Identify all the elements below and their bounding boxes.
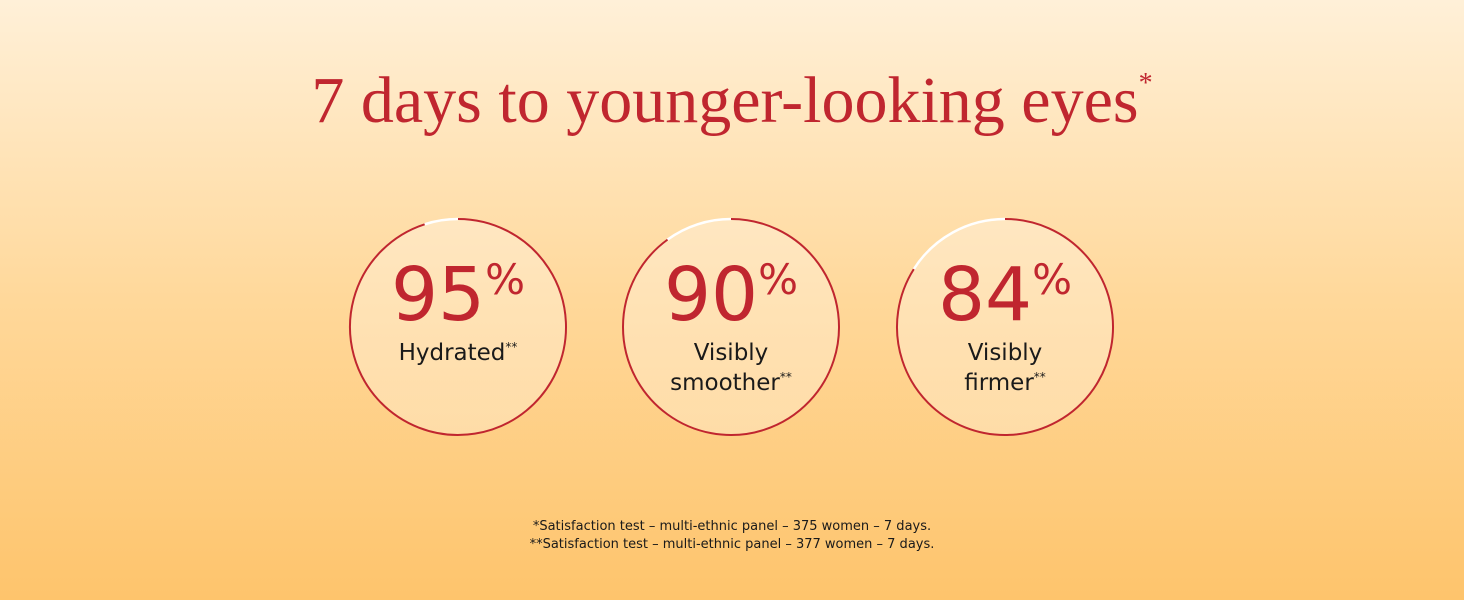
stat-label: Visibly: [968, 340, 1043, 366]
stat-value: 95%: [391, 252, 525, 338]
footnote: **Satisfaction test – multi-ethnic panel…: [530, 537, 935, 552]
ring-fill: [623, 219, 839, 435]
stat-note: **: [780, 370, 792, 384]
stat-value: 90%: [664, 252, 798, 338]
ring-arc: [349, 218, 567, 436]
ring-remainder: [424, 217, 459, 226]
stat-number: 90: [664, 252, 758, 338]
title: 7 days to younger-looking eyes*: [311, 64, 1152, 137]
stat-value: 84%: [938, 252, 1072, 338]
stat-label: Visibly: [694, 340, 769, 366]
stat-label-text: firmer: [964, 370, 1034, 396]
ring-remainder: [666, 217, 731, 241]
stat-number: 95: [391, 252, 485, 338]
ring-fill: [897, 219, 1113, 435]
stat-label: smoother**: [670, 370, 792, 396]
title-text: 7 days to younger-looking eyes: [311, 64, 1138, 137]
stat-note: **: [505, 340, 517, 354]
ring-arc: [896, 218, 1114, 436]
footnote: *Satisfaction test – multi-ethnic panel …: [533, 519, 931, 534]
stat-note: **: [1034, 370, 1046, 384]
stat-unit: %: [485, 255, 525, 304]
stat-unit: %: [1032, 255, 1072, 304]
title-note: *: [1139, 68, 1153, 99]
ring-fill: [350, 219, 566, 435]
ring-remainder: [912, 217, 1005, 270]
stat-label-text: Visibly: [968, 340, 1043, 366]
stat-number: 84: [938, 252, 1032, 338]
stat-label-text: smoother: [670, 370, 780, 396]
stat-label-text: Visibly: [694, 340, 769, 366]
stat-label-text: Hydrated: [399, 340, 506, 366]
stat-label: firmer**: [964, 370, 1046, 396]
stat-unit: %: [758, 255, 798, 304]
ring-arc: [622, 218, 840, 436]
stat-label: Hydrated**: [399, 340, 518, 366]
